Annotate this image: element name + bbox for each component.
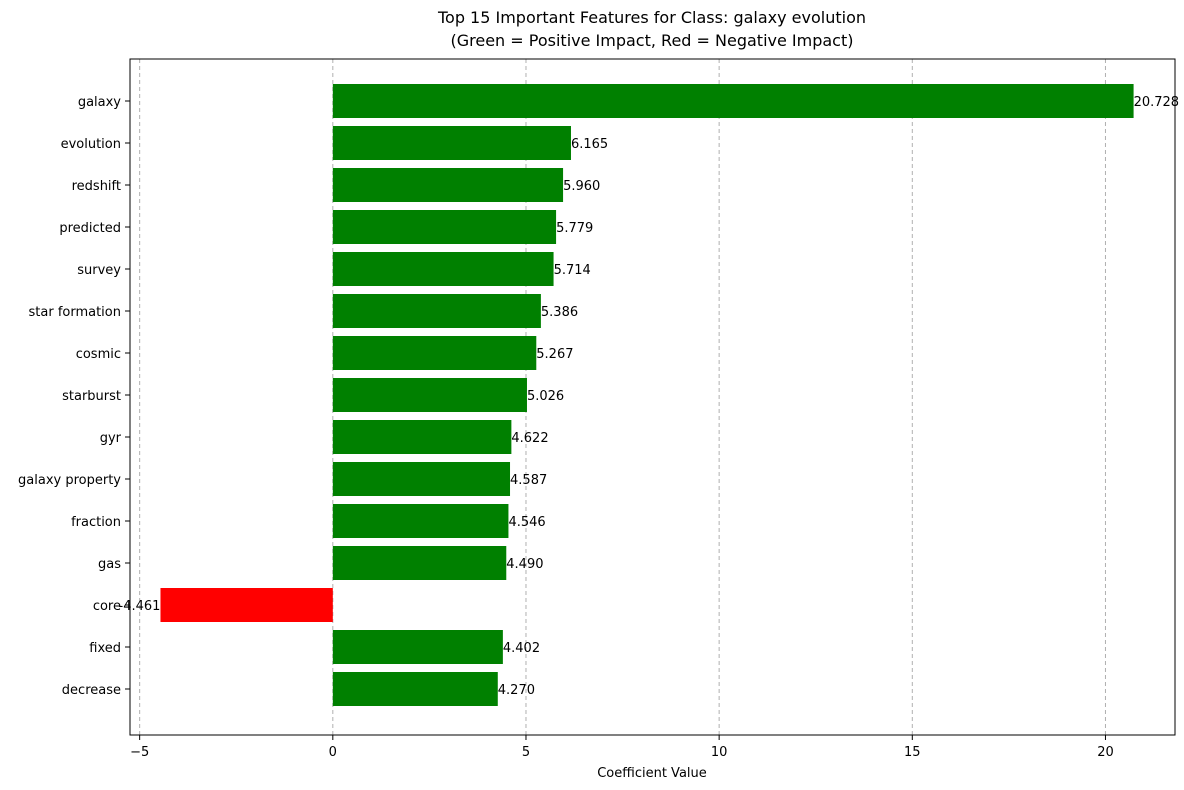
category-label: core xyxy=(93,599,121,614)
category-label: survey xyxy=(77,263,121,278)
category-label: gyr xyxy=(100,431,122,446)
category-label: redshift xyxy=(72,179,121,194)
data-label: -4.461 xyxy=(119,599,161,614)
bar xyxy=(332,294,541,328)
category-label: evolution xyxy=(61,137,121,152)
value-labels: 20.728 6.165 5.960 5.779 5.714 5.386 5.267 5.02… xyxy=(119,95,1180,698)
data-label: 5.386 xyxy=(541,305,578,320)
category-label: starburst xyxy=(62,389,121,404)
data-label: 4.622 xyxy=(511,431,548,446)
data-label: 4.490 xyxy=(506,557,543,572)
category-label: galaxy xyxy=(78,95,121,110)
x-tick-label: 5 xyxy=(522,745,530,760)
x-tick-label: 15 xyxy=(904,745,921,760)
chart-title: Top 15 Important Features for Class: gal… xyxy=(437,8,866,27)
category-label: predicted xyxy=(59,221,121,236)
x-axis-ticks: −5 0 5 10 15 20 xyxy=(130,735,1114,760)
data-label: 5.779 xyxy=(556,221,593,236)
category-labels: galaxy evolution redshift predicted survey st… xyxy=(18,95,130,698)
data-label: 5.714 xyxy=(554,263,591,278)
category-label: gas xyxy=(98,557,121,572)
x-axis-label: Coefficient Value xyxy=(597,766,707,781)
x-tick-label: −5 xyxy=(130,745,149,760)
data-label: 4.402 xyxy=(503,641,540,656)
grid-lines xyxy=(139,59,1106,735)
bar xyxy=(332,336,537,370)
data-label: 6.165 xyxy=(571,137,608,152)
data-label: 20.728 xyxy=(1134,95,1180,110)
category-label: galaxy property xyxy=(18,473,121,488)
bar xyxy=(332,630,503,664)
category-label: fraction xyxy=(71,515,121,530)
category-label: star formation xyxy=(29,305,122,320)
data-label: 4.270 xyxy=(498,683,535,698)
plot-frame xyxy=(129,58,1176,736)
bar xyxy=(332,168,564,202)
data-label: 5.026 xyxy=(527,389,564,404)
data-label: 5.960 xyxy=(563,179,600,194)
bar xyxy=(332,462,511,496)
data-label: 4.587 xyxy=(510,473,547,488)
x-tick-label: 0 xyxy=(329,745,337,760)
bar xyxy=(332,546,507,580)
data-label: 4.546 xyxy=(508,515,545,530)
category-label: decrease xyxy=(62,683,121,698)
bar xyxy=(332,126,571,160)
category-label: fixed xyxy=(89,641,121,656)
bar xyxy=(332,672,498,706)
x-tick-label: 20 xyxy=(1097,745,1114,760)
bar xyxy=(332,504,509,538)
bar xyxy=(332,84,1134,118)
chart-subtitle: (Green = Positive Impact, Red = Negative… xyxy=(451,31,854,50)
bar xyxy=(160,588,333,622)
bar xyxy=(332,378,527,412)
bar xyxy=(332,252,554,286)
category-label: cosmic xyxy=(76,347,121,362)
data-label: 5.267 xyxy=(536,347,573,362)
bar xyxy=(332,210,557,244)
bar xyxy=(332,420,512,454)
bars-group xyxy=(160,84,1134,706)
x-tick-label: 10 xyxy=(711,745,728,760)
